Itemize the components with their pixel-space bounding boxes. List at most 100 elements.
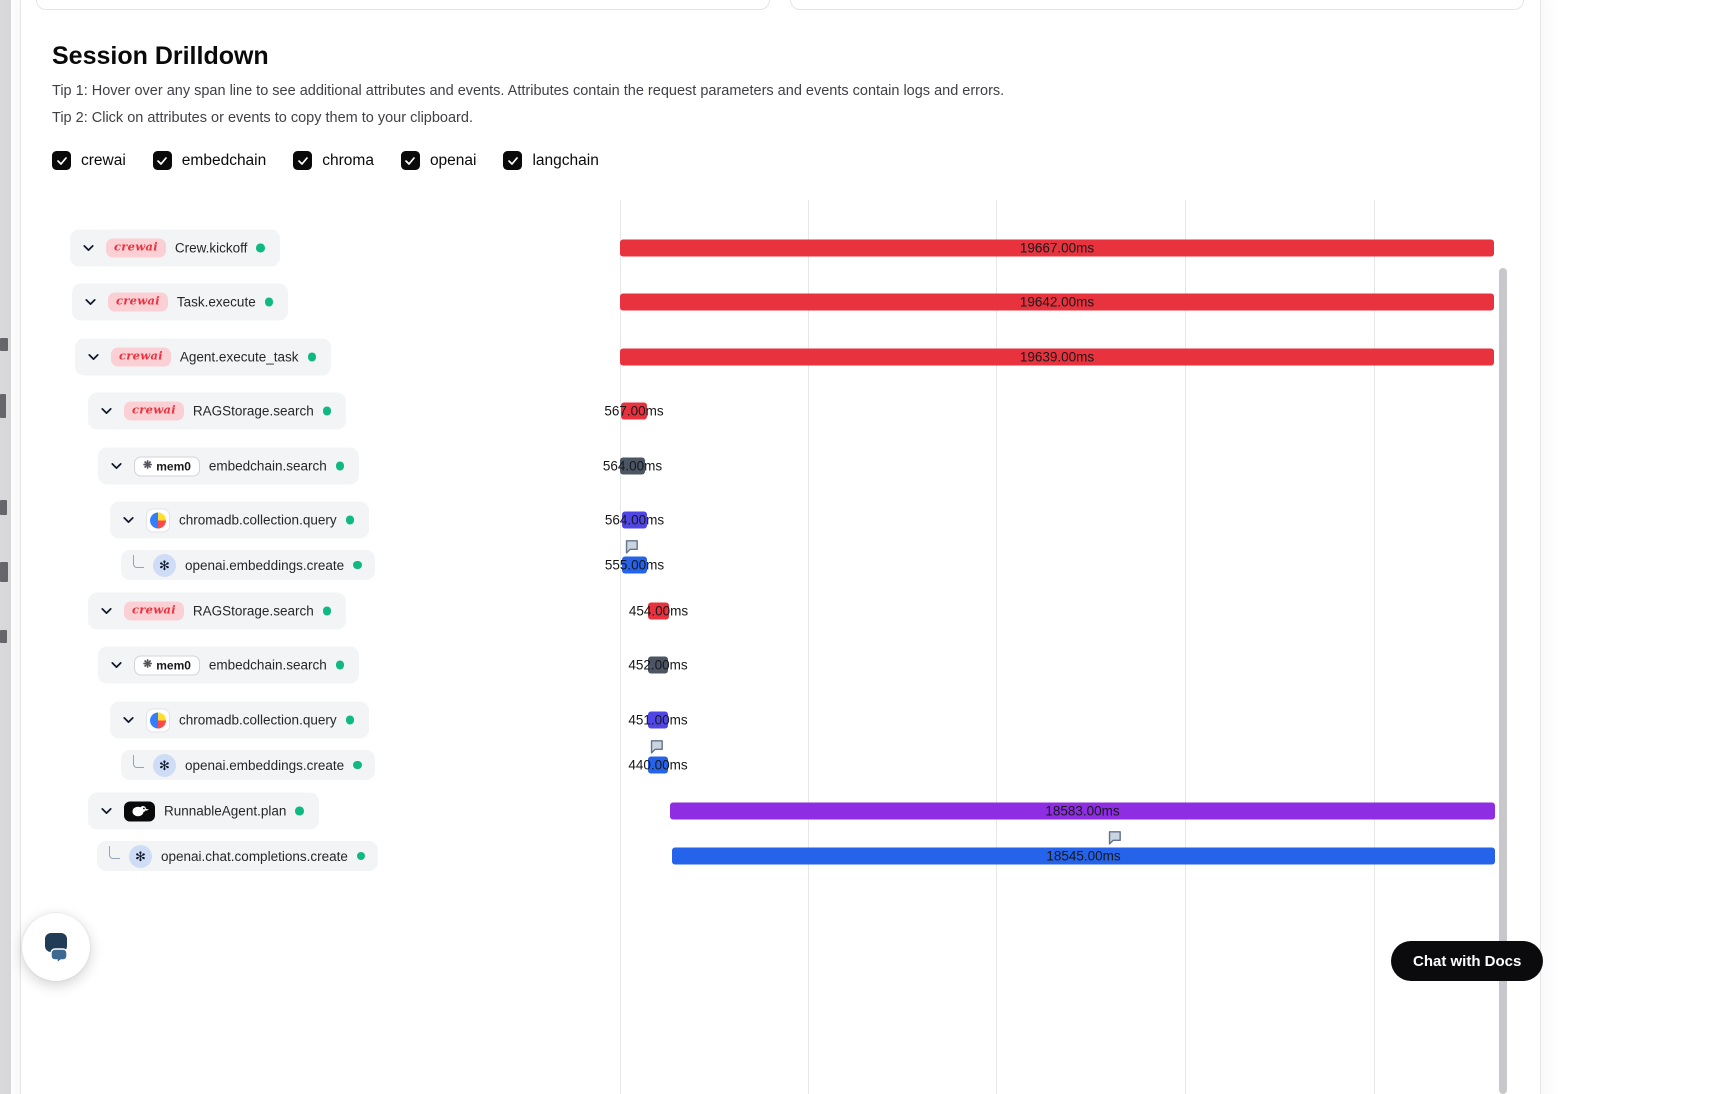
filter-embedchain[interactable]: embedchain (152, 151, 266, 170)
span-name: Agent.execute_task (179, 349, 299, 365)
status-dot (335, 461, 345, 471)
checkbox-checked-icon[interactable] (293, 151, 313, 170)
span-row-openai-embeddings: ✻ openai.embeddings.create 555.00ms (0, 540, 1560, 590)
span-row-openai-chat-completions: ✻ openai.chat.completions.create 18545.0… (0, 831, 1560, 881)
span-duration-bar[interactable] (622, 511, 647, 529)
span-pill[interactable]: crewai Crew.kickoff (70, 229, 280, 267)
status-dot (335, 660, 345, 670)
tree-connector-icon (133, 555, 144, 568)
chevron-down-icon[interactable] (98, 803, 115, 820)
chevron-down-icon[interactable] (85, 349, 102, 366)
span-pill[interactable]: crewai RAGStorage.search (88, 392, 347, 430)
vertical-scrollbar-thumb[interactable] (1499, 268, 1507, 1094)
chat-widget-launcher[interactable] (22, 913, 90, 981)
page-title: Session Drilldown (52, 42, 269, 70)
filter-label: langchain (532, 151, 599, 169)
chat-bubble-icon (45, 933, 68, 965)
event-bubble-icon[interactable] (623, 538, 640, 560)
span-duration-label: 564.00ms (604, 512, 665, 528)
span-pill[interactable]: crewai Agent.execute_task (75, 338, 331, 376)
span-pill[interactable]: ✻ openai.embeddings.create (121, 550, 375, 580)
filter-langchain[interactable]: langchain (503, 151, 599, 170)
span-duration-label: 18545.00ms (1046, 848, 1121, 864)
span-pill[interactable]: crewai Task.execute (72, 283, 289, 321)
mem0-label: mem0 (156, 459, 191, 473)
span-name: openai.embeddings.create (185, 557, 345, 573)
span-duration-label: 440.00ms (628, 757, 688, 773)
clipped-content (0, 338, 8, 351)
span-duration-label: 19667.00ms (1019, 240, 1095, 256)
chevron-down-icon[interactable] (120, 712, 137, 729)
chevron-down-icon[interactable] (108, 458, 125, 475)
span-name: Task.execute (176, 294, 256, 310)
span-duration-bar[interactable] (621, 402, 647, 420)
event-bubble-icon[interactable] (1106, 829, 1123, 851)
filter-label: chroma (322, 151, 374, 169)
span-name: RunnableAgent.plan (164, 803, 287, 819)
span-duration-bar[interactable] (648, 656, 668, 674)
event-bubble-icon[interactable] (648, 738, 665, 760)
span-row-runnableagent-plan: RunnableAgent.plan 18583.00ms (0, 786, 1560, 836)
span-duration-label: 567.00ms (604, 403, 664, 419)
checkbox-checked-icon[interactable] (503, 151, 523, 170)
crewai-logo-badge: crewai (124, 401, 184, 421)
mem0-label: mem0 (156, 658, 191, 672)
checkbox-checked-icon[interactable] (400, 151, 420, 170)
span-duration-bar[interactable] (620, 348, 1494, 366)
span-pill[interactable]: RunnableAgent.plan (88, 792, 319, 830)
span-name: chromadb.collection.query (179, 512, 337, 528)
span-duration-bar[interactable] (648, 602, 669, 620)
span-row-embedchain-search: ❋ mem0 embedchain.search 564.00ms (0, 441, 1560, 491)
span-pill[interactable]: crewai RAGStorage.search (88, 592, 347, 630)
span-duration-bar[interactable] (620, 457, 645, 475)
span-duration-bar[interactable] (672, 847, 1495, 865)
tree-connector-icon (109, 846, 120, 859)
clipped-content (0, 630, 7, 643)
checkbox-checked-icon[interactable] (52, 151, 71, 170)
filter-chroma[interactable]: chroma (293, 151, 374, 170)
mem0-flower-icon: ❋ (143, 459, 153, 472)
span-duration-label: 19642.00ms (1019, 294, 1095, 310)
filter-openai[interactable]: openai (400, 151, 477, 170)
chevron-down-icon[interactable] (108, 657, 125, 674)
span-duration-bar[interactable] (648, 756, 668, 774)
span-duration-bar[interactable] (620, 293, 1494, 311)
chevron-down-icon[interactable] (98, 403, 115, 420)
span-name: embedchain.search (208, 657, 327, 673)
span-duration-bar[interactable] (622, 556, 647, 574)
span-name: embedchain.search (208, 458, 327, 474)
span-row-openai-embeddings-2: ✻ openai.embeddings.create 440.00ms (0, 740, 1560, 790)
span-duration-bar[interactable] (648, 711, 668, 729)
langchain-logo-icon (124, 801, 155, 821)
time-gridline (1185, 200, 1186, 1094)
span-name: openai.embeddings.create (185, 757, 345, 773)
mem0-logo-badge: ❋ mem0 (134, 456, 200, 476)
chevron-down-icon[interactable] (98, 603, 115, 620)
span-pill[interactable]: ✻ openai.embeddings.create (121, 750, 375, 780)
span-pill[interactable]: ❋ mem0 embedchain.search (98, 646, 360, 684)
span-duration-bar[interactable] (670, 802, 1495, 820)
span-duration-label: 18583.00ms (1045, 803, 1120, 819)
span-duration-bar[interactable] (620, 239, 1494, 257)
chevron-down-icon[interactable] (120, 512, 137, 529)
chevron-down-icon[interactable] (80, 240, 97, 257)
span-row-chromadb-query: chromadb.collection.query 564.00ms (0, 495, 1560, 545)
chevron-down-icon[interactable] (82, 294, 99, 311)
filter-crewai[interactable]: crewai (52, 151, 126, 170)
span-pill[interactable]: chromadb.collection.query (110, 501, 370, 539)
crewai-logo-badge: crewai (108, 292, 168, 312)
span-name: Crew.kickoff (174, 240, 248, 256)
status-dot (353, 560, 362, 570)
chat-with-docs-button[interactable]: Chat with Docs (1391, 941, 1544, 981)
crewai-logo-badge: crewai (106, 238, 166, 258)
span-pill[interactable]: chromadb.collection.query (110, 701, 370, 739)
session-drilldown-panel (20, 0, 1541, 1094)
mem0-logo-badge: ❋ mem0 (134, 655, 200, 675)
clipped-content (0, 562, 8, 582)
span-pill[interactable]: ❋ mem0 embedchain.search (98, 447, 360, 485)
span-pill[interactable]: ✻ openai.chat.completions.create (97, 841, 379, 871)
filter-label: openai (429, 151, 477, 169)
span-duration-label: 454.00ms (628, 603, 689, 619)
checkbox-checked-icon[interactable] (152, 151, 172, 170)
